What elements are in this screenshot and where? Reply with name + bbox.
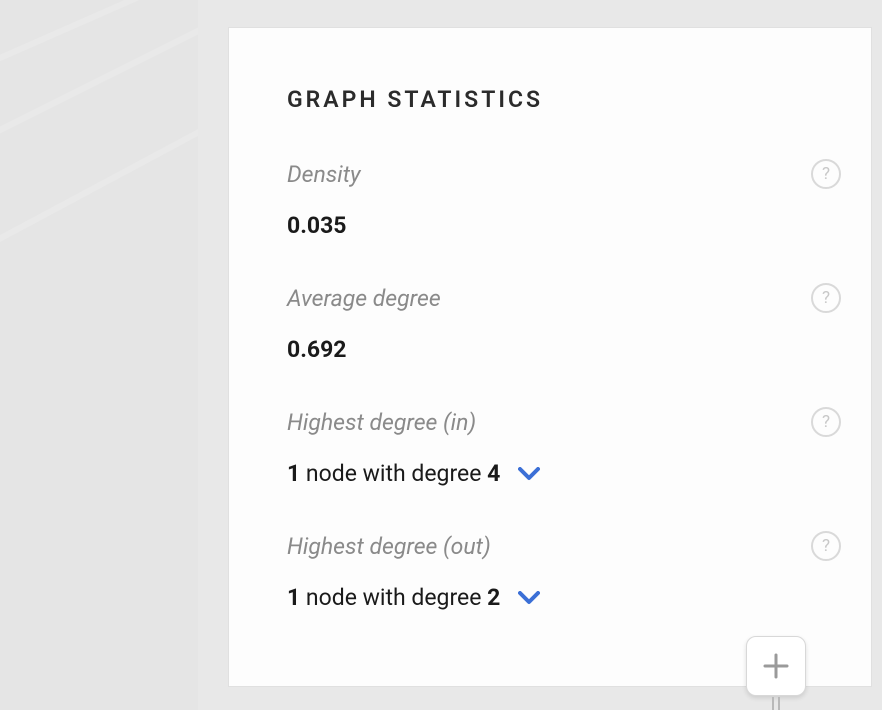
stat-label: Density [287,161,841,188]
chevron-down-icon[interactable] [516,585,542,611]
help-icon[interactable]: ? [811,283,841,313]
stat-line: 1 node with degree 4 [287,460,841,487]
node-degree: 2 [487,584,500,611]
background-lines-decoration [0,0,198,280]
node-mid-text: node with degree [300,584,487,611]
help-icon[interactable]: ? [811,407,841,437]
background-sidebar-region [0,0,198,710]
stat-line: 1 node with degree 2 [287,584,841,611]
stat-value: 0.692 [287,336,841,363]
node-degree: 4 [487,460,500,487]
stat-average-degree: ? Average degree 0.692 [287,285,841,363]
add-button[interactable] [746,636,806,696]
stat-label: Highest degree (out) [287,533,841,560]
stat-label: Average degree [287,285,841,312]
panel-title: GRAPH STATISTICS [287,86,841,113]
stat-value: 0.035 [287,212,841,239]
stat-highest-degree-in: ? Highest degree (in) 1 node with degree… [287,409,841,487]
stat-label: Highest degree (in) [287,409,841,436]
node-count: 1 [287,460,300,487]
help-icon[interactable]: ? [811,159,841,189]
chevron-down-icon[interactable] [516,461,542,487]
stat-density: ? Density 0.035 [287,161,841,239]
stat-highest-degree-out: ? Highest degree (out) 1 node with degre… [287,533,841,611]
node-mid-text: node with degree [300,460,487,487]
plus-icon [762,652,790,680]
help-icon[interactable]: ? [811,531,841,561]
fab-connector-decoration [772,697,780,710]
graph-statistics-panel: GRAPH STATISTICS ? Density 0.035 ? Avera… [228,27,872,687]
node-count: 1 [287,584,300,611]
